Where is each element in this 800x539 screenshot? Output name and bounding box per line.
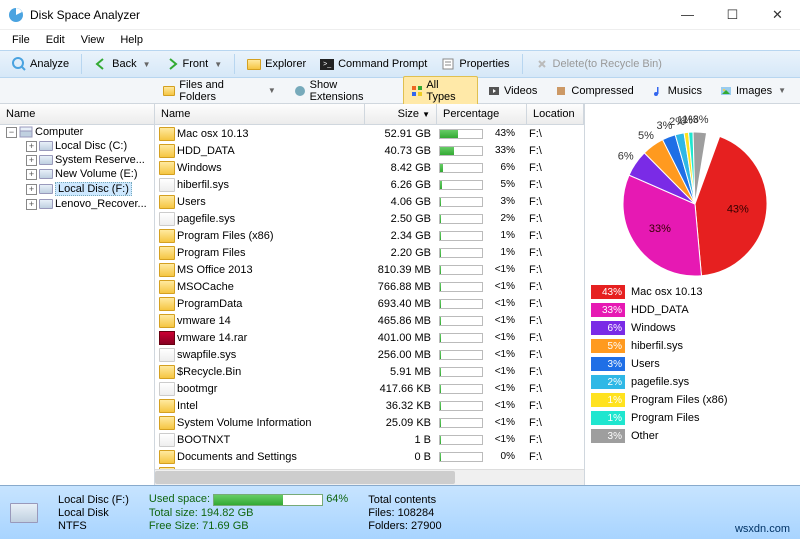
legend-item[interactable]: 3%Users — [591, 355, 794, 373]
legend-item[interactable]: 3%Other — [591, 427, 794, 445]
table-row[interactable]: System Volume Information25.09 KB<1%F:\ — [155, 414, 584, 431]
table-row[interactable]: BOOTNXT1 B<1%F:\ — [155, 431, 584, 448]
legend-item[interactable]: 33%HDD_DATA — [591, 301, 794, 319]
back-button[interactable]: Back▼ — [88, 55, 156, 73]
pie-chart: 43%33%6%5%3%2%1%1%3% — [585, 104, 800, 279]
svg-text:6%: 6% — [618, 150, 634, 162]
analyze-button[interactable]: Analyze — [6, 55, 75, 73]
table-row[interactable]: Windows8.42 GB6%F:\ — [155, 159, 584, 176]
table-row[interactable]: Program Files (x86)2.34 GB1%F:\ — [155, 227, 584, 244]
legend-item[interactable]: 1%Program Files (x86) — [591, 391, 794, 409]
tree-panel: Name −Computer +Local Disc (C:)+System R… — [0, 104, 155, 485]
status-contents-info: Total contents Files: 108284 Folders: 27… — [368, 494, 441, 532]
tree-item[interactable]: +Local Disc (F:) — [12, 181, 154, 197]
pie-legend: 43%Mac osx 10.1333%HDD_DATA6%Windows5%hi… — [585, 279, 800, 485]
menu-help[interactable]: Help — [112, 32, 151, 48]
table-row[interactable]: Intel36.32 KB<1%F:\ — [155, 397, 584, 414]
table-row[interactable]: pagefile.sys2.50 GB2%F:\ — [155, 210, 584, 227]
explorer-button[interactable]: Explorer — [241, 56, 312, 72]
svg-text:5%: 5% — [638, 130, 654, 142]
table-row[interactable]: hiberfil.sys6.26 GB5%F:\ — [155, 176, 584, 193]
tree-item[interactable]: +System Reserve... — [12, 153, 154, 167]
horizontal-scrollbar[interactable] — [155, 469, 584, 485]
table-row[interactable]: Program Files2.20 GB1%F:\ — [155, 244, 584, 261]
legend-item[interactable]: 5%hiberfil.sys — [591, 337, 794, 355]
files-folders-filter[interactable]: Files and Folders▼ — [155, 76, 283, 106]
tree-header[interactable]: Name — [0, 104, 154, 125]
chart-panel: 43%33%6%5%3%2%1%1%3% 43%Mac osx 10.1333%… — [585, 104, 800, 485]
tree-item[interactable]: +Local Disc (C:) — [12, 139, 154, 153]
properties-button[interactable]: Properties — [435, 55, 515, 73]
drive-icon — [10, 503, 38, 523]
table-row[interactable]: vmware 14465.86 MB<1%F:\ — [155, 312, 584, 329]
status-drive-info: Local Disc (F:) Local Disk NTFS — [58, 494, 129, 532]
front-button[interactable]: Front▼ — [159, 55, 229, 73]
col-percentage: Percentage — [437, 104, 527, 124]
videos-filter[interactable]: Videos — [480, 82, 545, 100]
menu-edit[interactable]: Edit — [38, 32, 73, 48]
table-row[interactable]: ProgramData693.40 MB<1%F:\ — [155, 295, 584, 312]
svg-text:43%: 43% — [727, 204, 749, 216]
legend-item[interactable]: 1%Program Files — [591, 409, 794, 427]
site-label: wsxdn.com — [735, 523, 790, 535]
table-row[interactable]: swapfile.sys256.00 MB<1%F:\ — [155, 346, 584, 363]
column-headers[interactable]: Name Size ▼ Percentage Location — [155, 104, 584, 125]
compressed-filter[interactable]: Compressed — [547, 82, 641, 100]
table-row[interactable]: Documents and Settings0 B0%F:\ — [155, 448, 584, 465]
delete-button[interactable]: Delete(to Recycle Bin) — [529, 55, 668, 73]
menu-file[interactable]: File — [4, 32, 38, 48]
svg-text:3%: 3% — [693, 114, 709, 126]
menu-view[interactable]: View — [73, 32, 113, 48]
file-list-panel: Name Size ▼ Percentage Location Mac osx … — [155, 104, 585, 485]
legend-item[interactable]: 2%pagefile.sys — [591, 373, 794, 391]
maximize-button[interactable]: ☐ — [710, 0, 755, 30]
show-extensions-button[interactable]: Show Extensions — [286, 76, 401, 106]
col-size: Size ▼ — [365, 104, 437, 124]
statusbar: Local Disc (F:) Local Disk NTFS Used spa… — [0, 485, 800, 539]
table-row[interactable]: $Recycle.Bin5.91 MB<1%F:\ — [155, 363, 584, 380]
table-row[interactable]: bootmgr417.66 KB<1%F:\ — [155, 380, 584, 397]
close-button[interactable]: ✕ — [755, 0, 800, 30]
svg-text:33%: 33% — [649, 223, 671, 235]
status-space-info: Used space: 64% Total size: 194.82 GB Fr… — [149, 493, 348, 531]
legend-item[interactable]: 43%Mac osx 10.13 — [591, 283, 794, 301]
window-title: Disk Space Analyzer — [30, 8, 665, 22]
legend-item[interactable]: 6%Windows — [591, 319, 794, 337]
menubar: File Edit View Help — [0, 30, 800, 50]
col-name: Name — [155, 104, 365, 124]
col-location: Location — [527, 104, 584, 124]
toolbar: Analyze Back▼ Front▼ Explorer >_Command … — [0, 50, 800, 78]
musics-filter[interactable]: Musics — [644, 82, 710, 100]
all-types-filter[interactable]: All Types — [403, 76, 478, 106]
images-filter[interactable]: Images▼ — [712, 82, 794, 100]
table-row[interactable]: MSOCache766.88 MB<1%F:\ — [155, 278, 584, 295]
table-row[interactable]: vmware 14.rar401.00 MB<1%F:\ — [155, 329, 584, 346]
titlebar: Disk Space Analyzer — ☐ ✕ — [0, 0, 800, 30]
table-row[interactable]: Mac osx 10.1352.91 GB43%F:\ — [155, 125, 584, 142]
minimize-button[interactable]: — — [665, 0, 710, 30]
filterbar: Files and Folders▼ Show Extensions All T… — [0, 78, 800, 104]
table-row[interactable]: Users4.06 GB3%F:\ — [155, 193, 584, 210]
table-row[interactable]: MS Office 2013810.39 MB<1%F:\ — [155, 261, 584, 278]
tree-root[interactable]: −Computer — [6, 125, 154, 139]
app-icon — [8, 7, 24, 23]
command-prompt-button[interactable]: >_Command Prompt — [314, 56, 433, 72]
tree-item[interactable]: +New Volume (E:) — [12, 167, 154, 181]
tree-item[interactable]: +Lenovo_Recover... — [12, 197, 154, 211]
table-row[interactable]: HDD_DATA40.73 GB33%F:\ — [155, 142, 584, 159]
